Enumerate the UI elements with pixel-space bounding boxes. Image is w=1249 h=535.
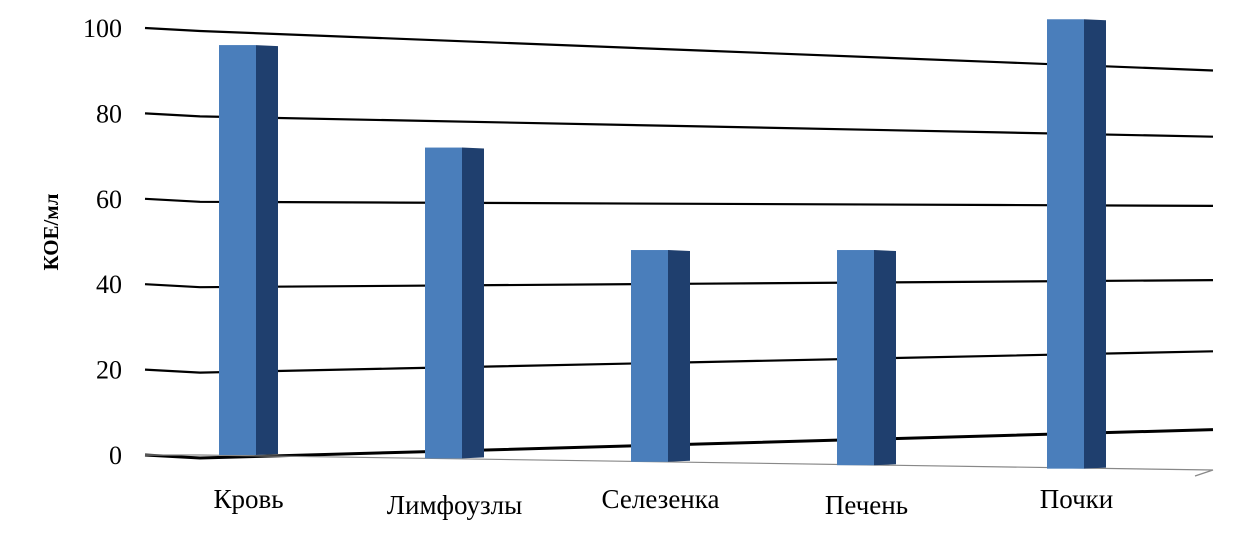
x-category-label: Лимфоузлы [387,490,523,520]
y-axis-label: КОЕ/мл [39,193,63,270]
x-category-label: Печень [825,490,908,520]
x-axis-categories: Кровь Лимфоузлы Селезенка Печень Почки [213,484,1113,520]
bars [219,19,1106,469]
gridline [144,350,1214,374]
bar-side [668,250,690,462]
bar-side [462,147,484,459]
gridline [144,112,1214,138]
gridline [144,26,1214,72]
floor-edge [145,454,1214,477]
bar-front [631,250,668,462]
y-tick-label: 100 [83,14,122,43]
gridlines [144,26,1214,477]
bar-side [256,45,278,455]
gridline [144,428,1214,460]
bar-front [425,147,462,459]
y-axis-ticks: 0 20 40 60 80 100 [83,14,122,470]
gridline [144,279,1214,289]
bar-side [874,250,896,466]
x-category-label: Почки [1040,484,1113,514]
x-category-label: Селезенка [602,484,720,514]
y-tick-label: 60 [96,185,122,214]
gridline [144,197,1214,207]
bar-front [837,250,874,466]
y-tick-label: 80 [96,99,122,128]
y-tick-label: 20 [96,356,122,385]
x-category-label: Кровь [213,484,283,514]
y-tick-label: 40 [96,270,122,299]
bar-front [219,45,256,455]
bar-side [1084,19,1106,469]
bar-front [1047,19,1084,469]
y-tick-label: 0 [109,441,122,470]
